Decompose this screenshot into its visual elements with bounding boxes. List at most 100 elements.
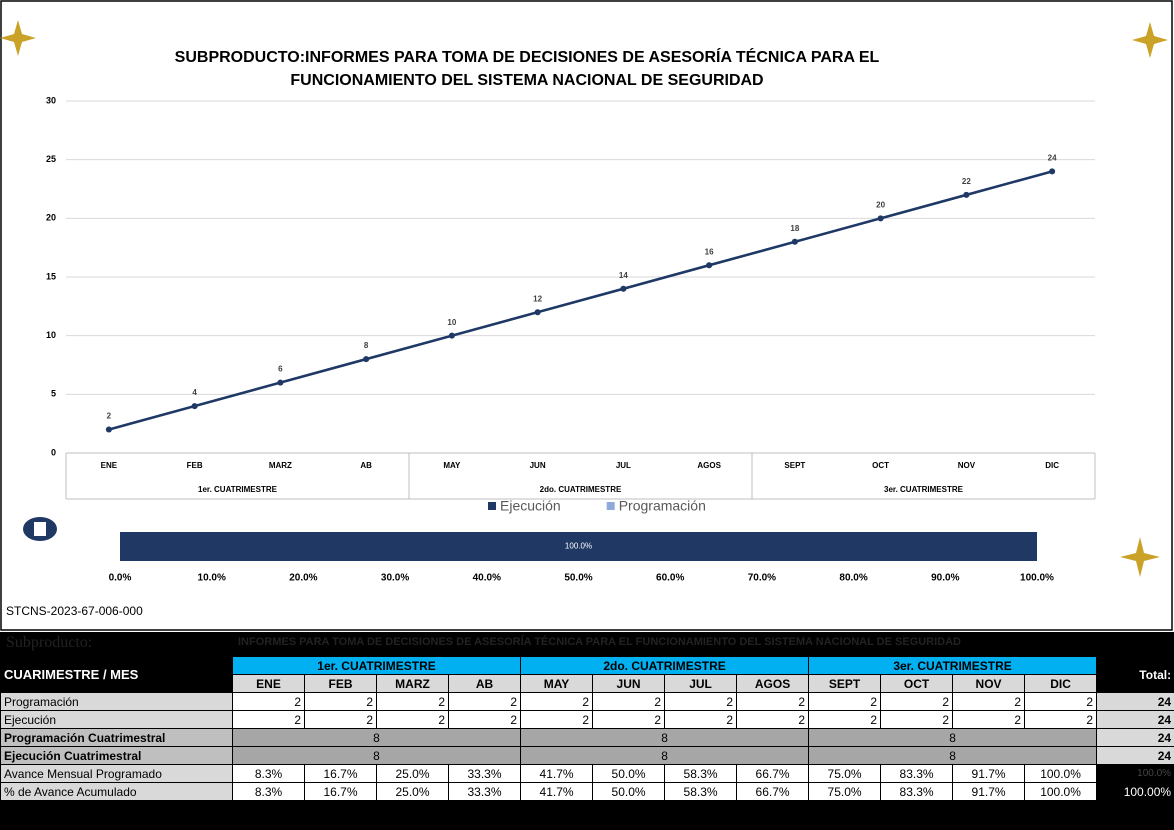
row-total: 100.00% [1096, 782, 1174, 801]
table-row: Avance Mensual Programado 8.3% 16.7% 25.0% 3… [0, 764, 1174, 783]
marker [1049, 168, 1056, 175]
cell: 2 [232, 710, 305, 729]
x-tick-label: 80.0% [839, 573, 867, 584]
marker [534, 309, 541, 316]
legend-swatch [606, 502, 615, 510]
marker [963, 191, 970, 198]
cell: 8 [808, 728, 1098, 747]
cell: 100.0% [1024, 764, 1098, 783]
cell: 58.3% [664, 764, 738, 783]
cell: 25.0% [376, 782, 449, 801]
month-header: ENE [232, 674, 305, 693]
data-label: 4 [192, 388, 197, 397]
table-row: Programación 2 2 2 2 2 2 2 2 2 2 2 2 24 [0, 692, 1174, 711]
month-header: JUL [664, 674, 738, 693]
legend-label: Programación [619, 498, 706, 514]
cell: 41.7% [520, 782, 594, 801]
cell: 2 [447, 692, 522, 711]
cell: 8 [520, 728, 810, 747]
data-label: 24 [1048, 154, 1057, 163]
cell: 2 [808, 710, 882, 729]
row-label: Avance Mensual Programado [0, 764, 233, 783]
cell: 33.3% [447, 782, 522, 801]
data-label: 2 [107, 412, 112, 421]
cell: 83.3% [880, 782, 954, 801]
cell: 2 [447, 710, 522, 729]
x-tick-label: 10.0% [198, 573, 226, 584]
table-row: Ejecución 2 2 2 2 2 2 2 2 2 2 2 2 24 [0, 710, 1174, 729]
x-tick-label: AGOS [697, 461, 721, 470]
cell: 91.7% [952, 764, 1026, 783]
y-tick-label: 15 [46, 271, 56, 281]
marker [791, 238, 798, 245]
chart-title: SUBPRODUCTO:INFORMES PARA TOMA DE DECISI… [175, 47, 880, 66]
document-id: STCNS-2023-67-006-000 [6, 604, 143, 618]
data-label: 12 [533, 294, 542, 303]
x-tick-label: SEPT [784, 461, 805, 470]
cell: 8 [231, 746, 522, 765]
table-row: Programación Cuatrimestral 8 8 8 24 [0, 728, 1174, 747]
x-tick-label: DIC [1045, 461, 1059, 470]
cell: 25.0% [376, 764, 449, 783]
quarter-header: 1er. CUATRIMESTRE [231, 656, 522, 675]
x-tick-label: 0.0% [109, 573, 132, 584]
y-tick-label: 25 [46, 154, 56, 164]
emblem [0, 20, 1168, 577]
cell: 66.7% [736, 782, 810, 801]
marker [191, 403, 198, 410]
subproduct-row: Subproducto: INFORMES PARA TOMA DE DECIS… [0, 632, 1174, 656]
group-label: 2do. CUATRIMESTRE [540, 485, 622, 494]
data-label: 22 [962, 177, 971, 186]
x-tick-label: 70.0% [748, 573, 776, 584]
x-tick-label: 20.0% [289, 573, 317, 584]
cell: 2 [736, 692, 810, 711]
y-tick-label: 20 [46, 213, 56, 223]
cell: 8 [231, 728, 522, 747]
x-tick-label: 40.0% [473, 573, 501, 584]
month-header: JUN [592, 674, 666, 693]
data-label: 16 [705, 247, 714, 256]
cell: 2 [1024, 710, 1098, 729]
cell: 2 [808, 692, 882, 711]
cell: 41.7% [520, 764, 594, 783]
quarter-header: 3er. CUATRIMESTRE [808, 656, 1098, 675]
x-tick-label: MAY [443, 461, 461, 470]
y-tick-label: 30 [46, 95, 56, 105]
cell: 2 [664, 710, 738, 729]
cell: 2 [376, 710, 449, 729]
cell: 50.0% [592, 782, 666, 801]
marker [105, 426, 112, 433]
x-tick-label: OCT [872, 461, 889, 470]
marker [448, 332, 455, 339]
x-tick-label: NOV [958, 461, 976, 470]
row-total: 24 [1096, 746, 1174, 765]
cell: 2 [376, 692, 449, 711]
chart-subtitle: FUNCIONAMIENTO DEL SISTEMA NACIONAL DE S… [290, 72, 763, 89]
row-label: Programación [0, 692, 233, 711]
cell: 75.0% [808, 782, 882, 801]
x-tick-label: MARZ [269, 461, 292, 470]
cell: 16.7% [304, 764, 377, 783]
cell: 66.7% [736, 764, 810, 783]
month-header: NOV [952, 674, 1026, 693]
subproduct-label: Subproducto: [6, 634, 93, 651]
cell: 2 [304, 692, 377, 711]
cell: 75.0% [808, 764, 882, 783]
x-tick-label: 50.0% [564, 573, 592, 584]
cell: 2 [1024, 692, 1098, 711]
cell: 2 [304, 710, 377, 729]
marker [620, 285, 627, 292]
cell: 2 [232, 692, 305, 711]
data-table: CUARIMESTRE / MES 1er. CUATRIMESTRE 2do. C… [0, 656, 1174, 801]
header-row: CUARIMESTRE / MES 1er. CUATRIMESTRE 2do. C… [0, 656, 1174, 693]
month-header: FEB [304, 674, 377, 693]
cell: 33.3% [447, 764, 522, 783]
y-tick-label: 5 [51, 389, 56, 399]
cell: 2 [736, 710, 810, 729]
x-tick-label: 100.0% [1020, 573, 1054, 584]
month-header: DIC [1024, 674, 1098, 693]
cell: 58.3% [664, 782, 738, 801]
row-label: Ejecución Cuatrimestral [0, 746, 233, 765]
y-tick-label: 10 [46, 330, 56, 340]
y-tick-label: 0 [51, 447, 56, 457]
